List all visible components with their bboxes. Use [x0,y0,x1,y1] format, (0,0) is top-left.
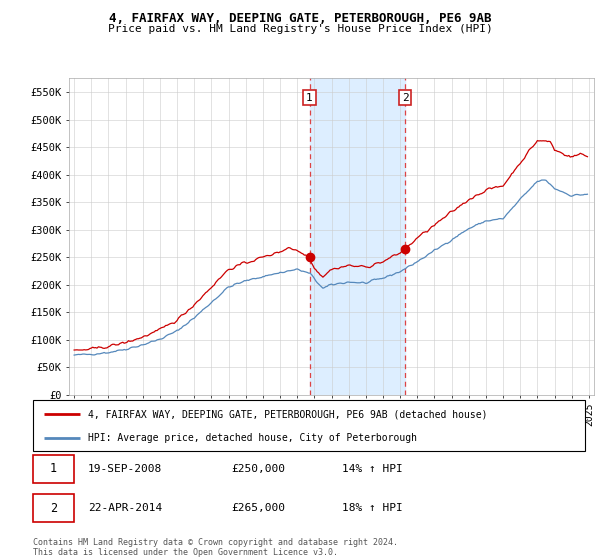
Text: £265,000: £265,000 [232,503,286,513]
Text: 22-APR-2014: 22-APR-2014 [88,503,163,513]
FancyBboxPatch shape [33,455,74,483]
Text: 4, FAIRFAX WAY, DEEPING GATE, PETERBOROUGH, PE6 9AB: 4, FAIRFAX WAY, DEEPING GATE, PETERBOROU… [109,12,491,25]
Text: £250,000: £250,000 [232,464,286,474]
Bar [310,78,405,395]
Text: 2: 2 [50,502,57,515]
Text: 18% ↑ HPI: 18% ↑ HPI [342,503,403,513]
Text: Price paid vs. HM Land Registry's House Price Index (HPI): Price paid vs. HM Land Registry's House … [107,24,493,34]
FancyBboxPatch shape [33,400,585,451]
FancyBboxPatch shape [33,494,74,522]
Text: 1: 1 [50,463,57,475]
Text: 14% ↑ HPI: 14% ↑ HPI [342,464,403,474]
Text: Contains HM Land Registry data © Crown copyright and database right 2024.
This d: Contains HM Land Registry data © Crown c… [33,538,398,557]
Text: HPI: Average price, detached house, City of Peterborough: HPI: Average price, detached house, City… [88,433,417,443]
Text: 19-SEP-2008: 19-SEP-2008 [88,464,163,474]
Text: 1: 1 [306,92,313,102]
Text: 2: 2 [402,92,409,102]
Text: 4, FAIRFAX WAY, DEEPING GATE, PETERBOROUGH, PE6 9AB (detached house): 4, FAIRFAX WAY, DEEPING GATE, PETERBOROU… [88,409,488,419]
